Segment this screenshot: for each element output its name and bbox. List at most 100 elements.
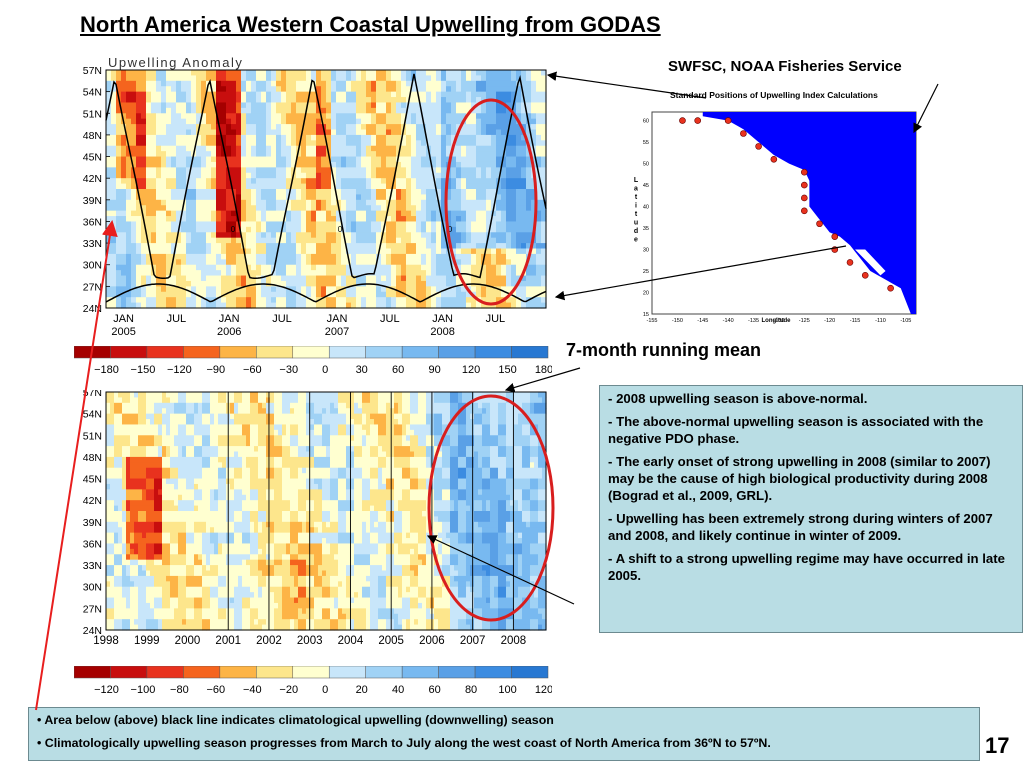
heatmap-cell	[231, 259, 237, 266]
heatmap-cell	[511, 91, 517, 98]
heatmap-cell	[496, 226, 502, 233]
heatmap-cell	[191, 205, 197, 212]
heatmap-cell	[166, 124, 172, 131]
heatmap-cell	[138, 413, 143, 420]
heatmap-cell	[146, 302, 152, 309]
heatmap-cell	[156, 275, 162, 282]
heatmap-cell	[276, 124, 282, 131]
heatmap-cell	[256, 291, 262, 298]
heatmap-cell	[371, 172, 377, 179]
heatmap-cell	[236, 172, 242, 179]
heatmap-cell	[126, 402, 131, 409]
heatmap-cell	[131, 183, 137, 190]
map-ylabel-letter: u	[634, 220, 638, 227]
heatmap-cell	[476, 286, 482, 293]
heatmap-cell	[256, 205, 262, 212]
heatmap-cell	[126, 86, 132, 93]
heatmap-cell	[421, 134, 427, 141]
heatmap-cell	[431, 286, 437, 293]
heatmap-cell	[336, 259, 342, 266]
heatmap-cell	[386, 226, 392, 233]
heatmap-cell	[421, 129, 427, 136]
heatmap-cell	[331, 167, 337, 174]
heatmap-cell	[221, 107, 227, 114]
heatmap-cell	[516, 178, 522, 185]
heatmap-cell	[271, 145, 277, 152]
heatmap-cell	[326, 172, 332, 179]
heatmap-cell	[206, 118, 212, 125]
heatmap-cell	[261, 199, 267, 206]
heatmap-cell	[291, 124, 297, 131]
heatmap-cell	[110, 483, 115, 490]
heatmap-cell	[376, 275, 382, 282]
heatmap-cell	[231, 183, 237, 190]
heatmap-cell	[110, 511, 115, 518]
heatmap-cell	[431, 194, 437, 201]
heatmap-cell	[174, 397, 179, 404]
heatmap-cell	[336, 226, 342, 233]
heatmap-cell	[501, 167, 507, 174]
heatmap-cell	[481, 107, 487, 114]
heatmap-cell	[231, 237, 237, 244]
heatmap-cell	[138, 494, 143, 501]
heatmap-cell	[306, 80, 312, 87]
heatmap-cell	[531, 253, 537, 260]
heatmap-cell	[311, 221, 317, 228]
heatmap-cell	[301, 134, 307, 141]
heatmap-cell	[521, 194, 527, 201]
heatmap-cell	[182, 456, 187, 463]
heatmap-cell	[286, 134, 292, 141]
heatmap-cell	[251, 97, 257, 104]
heatmap-cell	[126, 178, 132, 185]
heatmap-cell	[416, 280, 422, 287]
heatmap-cell	[166, 592, 171, 599]
heatmap-cell	[296, 291, 302, 298]
heatmap-cell	[246, 194, 252, 201]
heatmap-cell	[276, 178, 282, 185]
heatmap-cell	[216, 75, 222, 82]
heatmap-cell	[466, 226, 472, 233]
heatmap-cell	[211, 80, 217, 87]
heatmap-cell	[182, 532, 187, 539]
heatmap-cell	[351, 172, 357, 179]
heatmap-cell	[361, 151, 367, 158]
heatmap-cell	[170, 586, 175, 593]
heatmap-cell	[231, 248, 237, 255]
heatmap-cell	[506, 70, 512, 77]
heatmap-cell	[281, 248, 287, 255]
heatmap-cell	[271, 151, 277, 158]
heatmap-cell	[196, 145, 202, 152]
heatmap-cell	[111, 172, 117, 179]
heatmap-cell	[146, 253, 152, 260]
heatmap-cell	[142, 597, 147, 604]
heatmap-cell	[336, 145, 342, 152]
map-x-tick-label: -120	[824, 318, 835, 324]
heatmap-cell	[166, 172, 172, 179]
heatmap-cell	[190, 543, 195, 550]
heatmap-cell	[118, 532, 123, 539]
heatmap-cell	[361, 75, 367, 82]
heatmap-cell	[216, 145, 222, 152]
heatmap-cell	[126, 429, 131, 436]
heatmap-cell	[291, 259, 297, 266]
heatmap-cell	[286, 199, 292, 206]
heatmap-cell	[191, 156, 197, 163]
heatmap-cell	[126, 446, 131, 453]
heatmap-cell	[541, 172, 547, 179]
heatmap-cell	[476, 151, 482, 158]
heatmap-cell	[536, 221, 542, 228]
heatmap-cell	[386, 134, 392, 141]
heatmap-cell	[396, 91, 402, 98]
heatmap-cell	[336, 167, 342, 174]
heatmap-cell	[206, 221, 212, 228]
heatmap-cell	[146, 118, 152, 125]
heatmap-cell	[366, 286, 372, 293]
heatmap-cell	[251, 183, 257, 190]
heatmap-cell	[186, 500, 191, 507]
heatmap-cell	[361, 145, 367, 152]
heatmap-cell	[366, 80, 372, 87]
heatmap-cell	[266, 270, 272, 277]
heatmap-cell	[361, 140, 367, 147]
heatmap-cell	[118, 511, 123, 518]
heatmap-cell	[181, 302, 187, 309]
